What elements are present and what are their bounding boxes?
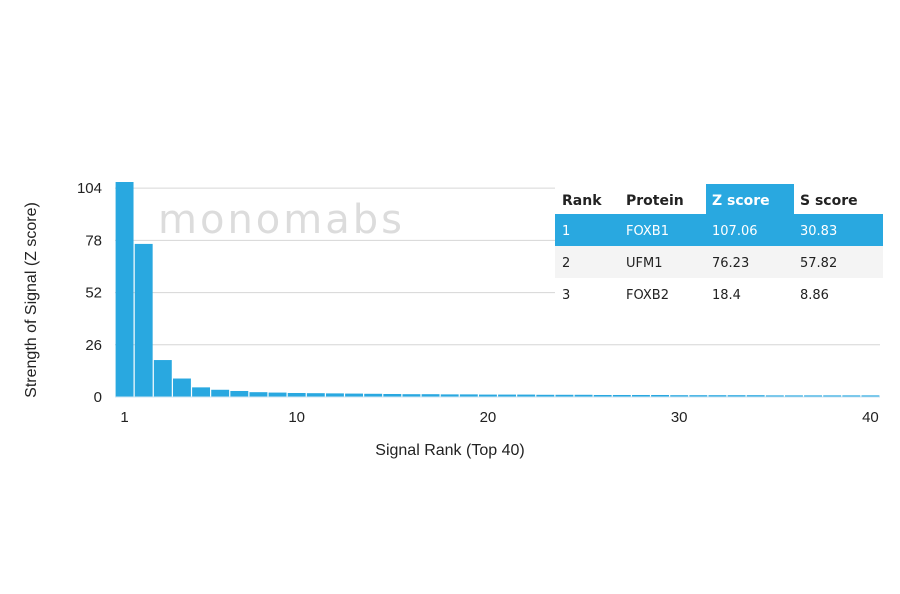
table-cell: FOXB1 (626, 224, 669, 239)
table-cell: 57.82 (800, 256, 837, 271)
bar (765, 395, 784, 397)
table-row (555, 278, 883, 310)
bar (746, 395, 765, 397)
bar (459, 394, 478, 397)
table-cell: 76.23 (712, 256, 749, 271)
watermark-logo: monomabs (158, 197, 405, 243)
y-axis-title: Strength of Signal (Z score) (23, 202, 40, 398)
bar (383, 393, 402, 397)
bar (861, 395, 880, 397)
bar (287, 392, 306, 397)
bar (708, 395, 727, 397)
y-tick-labels: 0 26 52 78 104 (77, 180, 102, 406)
bar (842, 395, 861, 397)
bar (249, 392, 268, 397)
x-axis-title: Signal Rank (Top 40) (375, 442, 524, 459)
bar (192, 387, 211, 397)
bar (651, 394, 670, 397)
table-row (555, 246, 883, 278)
table-header-cell: S score (800, 193, 858, 209)
bar (727, 395, 746, 397)
x-tick-label: 1 (120, 409, 128, 426)
bar (804, 395, 823, 397)
bar (230, 390, 249, 397)
bar (631, 394, 650, 397)
x-tick-label: 40 (862, 409, 879, 426)
bar (440, 394, 459, 397)
x-tick-labels: 1 10 20 30 40 (120, 409, 878, 426)
table-cell: 107.06 (712, 224, 758, 239)
bar (574, 394, 593, 397)
bar (517, 394, 536, 397)
y-tick-label: 52 (85, 285, 102, 302)
bar (364, 393, 383, 397)
table-header-cell: Rank (562, 193, 602, 209)
bar (670, 395, 689, 397)
bars (115, 182, 880, 398)
y-tick-label: 26 (85, 337, 102, 354)
bar (172, 378, 191, 397)
bar (612, 394, 631, 397)
table-cell: 8.86 (800, 288, 829, 303)
bar (536, 394, 555, 397)
bar (555, 394, 574, 397)
bar (345, 393, 364, 397)
bar (211, 389, 230, 397)
bar (478, 394, 497, 397)
table-cell: FOXB2 (626, 288, 669, 303)
bar (593, 394, 612, 397)
table-header-cell: Z score (712, 193, 770, 209)
table-row (555, 214, 883, 246)
table-cell: 30.83 (800, 224, 837, 239)
bar (784, 395, 803, 397)
bar (134, 243, 153, 397)
bar (153, 360, 172, 397)
y-tick-label: 78 (85, 232, 102, 249)
bar (268, 392, 287, 397)
bar (498, 394, 517, 397)
bar (325, 393, 344, 397)
table-cell: 18.4 (712, 288, 741, 303)
bar (402, 394, 421, 397)
table-cell: 3 (562, 288, 570, 303)
bar (421, 394, 440, 397)
table-cell: 1 (562, 224, 570, 239)
bar (306, 393, 325, 397)
z-score-header-highlight (706, 184, 794, 214)
bar (689, 395, 708, 397)
x-tick-label: 20 (480, 409, 497, 426)
top-proteins-table: Rank Protein Z score S score 1 FOXB1 107.06 30.… (555, 184, 883, 310)
table-cell: 2 (562, 256, 570, 271)
y-tick-label: 104 (77, 180, 102, 197)
x-tick-label: 30 (671, 409, 688, 426)
table-header-cell: Protein (626, 193, 684, 209)
y-tick-label: 0 (94, 389, 102, 406)
table-cell: UFM1 (626, 256, 662, 271)
x-tick-label: 10 (288, 409, 305, 426)
bar (115, 182, 134, 397)
bar (823, 395, 842, 397)
